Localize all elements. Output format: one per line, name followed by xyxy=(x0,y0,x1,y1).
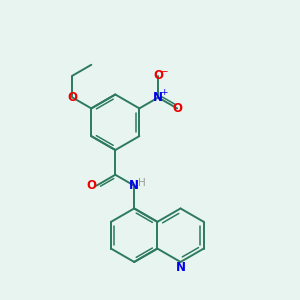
Text: N: N xyxy=(176,261,185,274)
Text: +: + xyxy=(160,88,167,97)
Text: O: O xyxy=(68,91,77,104)
Text: O: O xyxy=(153,69,163,82)
Text: O: O xyxy=(172,102,182,115)
Text: O: O xyxy=(86,179,97,192)
Text: H: H xyxy=(138,178,146,188)
Text: N: N xyxy=(129,179,139,192)
Text: −: − xyxy=(160,67,169,77)
Text: N: N xyxy=(153,91,163,104)
